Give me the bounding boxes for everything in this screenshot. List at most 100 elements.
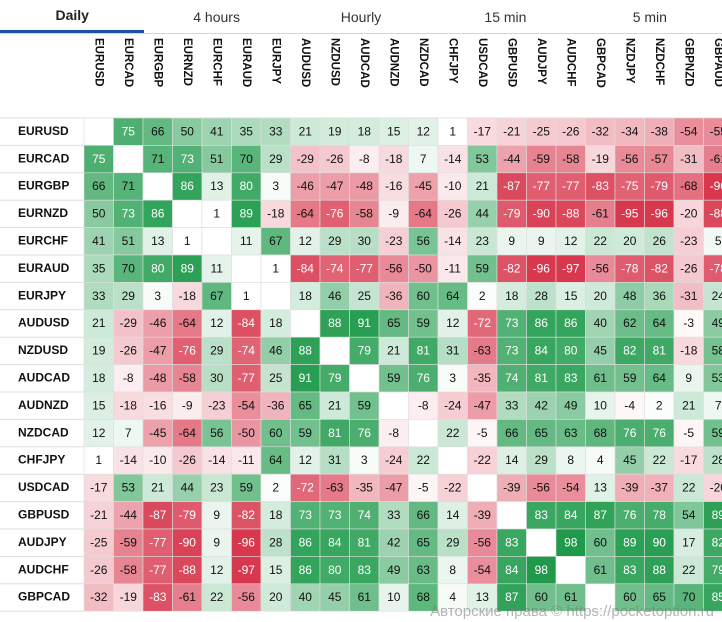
correlation-matrix: EURUSD EURCAD EURGBP EURNZD EURCHF EURAUD EURJ…	[0, 38, 722, 612]
cell-value: 67	[210, 289, 224, 303]
tab-hourly[interactable]: Hourly	[340, 8, 382, 25]
correlation-cell	[437, 309, 468, 338]
cell-value: -54	[474, 563, 492, 577]
cell-value: -82	[238, 508, 256, 522]
row-label: AUDNZD	[18, 398, 69, 412]
correlation-cell	[231, 583, 262, 612]
correlation-cell	[290, 145, 321, 174]
correlation-cell	[644, 556, 675, 585]
cell-value: 7	[715, 398, 722, 412]
cell-value: 68	[594, 426, 608, 440]
cell-value: 61	[594, 371, 608, 385]
correlation-cell	[290, 172, 321, 201]
correlation-cell	[319, 528, 350, 557]
cell-value: -50	[415, 261, 433, 275]
cell-value: 12	[299, 234, 313, 248]
correlation-cell	[231, 199, 262, 228]
correlation-cell	[290, 473, 321, 502]
tab-daily[interactable]: Daily	[0, 0, 145, 33]
cell-value: 25	[269, 371, 283, 385]
correlation-cell	[378, 391, 409, 420]
correlation-cell	[526, 391, 557, 420]
correlation-cell	[614, 254, 645, 283]
cell-value: 87	[594, 508, 608, 522]
cell-value: -18	[179, 289, 197, 303]
correlation-cell	[113, 501, 144, 530]
cell-value: -8	[418, 398, 429, 412]
correlation-cell	[231, 145, 262, 174]
correlation-cell	[201, 364, 232, 393]
correlation-cell	[142, 501, 173, 530]
cell-value: 40	[299, 590, 313, 604]
correlation-cell	[378, 309, 409, 338]
tab-5-min[interactable]: 5 min	[632, 8, 667, 25]
correlation-cell	[113, 583, 144, 612]
cell-value: -47	[474, 398, 492, 412]
correlation-cell	[467, 446, 498, 475]
cell-value: -72	[297, 481, 315, 495]
cell-value: -96	[651, 207, 669, 221]
tab-15-min[interactable]: 15 min	[484, 8, 527, 25]
cell-value: 73	[122, 207, 136, 221]
correlation-cell	[644, 172, 675, 201]
correlation-cell	[496, 419, 527, 448]
correlation-cell	[113, 556, 144, 585]
column-header: NZDCAD	[417, 38, 429, 87]
row-label: EURJPY	[18, 288, 66, 302]
correlation-cell	[113, 282, 144, 311]
cell-value: 60	[594, 535, 608, 549]
cell-value: -25	[533, 124, 551, 138]
cell-value: 44	[181, 481, 195, 495]
correlation-cell	[113, 309, 144, 338]
correlation-cell	[142, 254, 173, 283]
row-label: GBPCAD	[18, 590, 70, 604]
correlation-cell	[408, 419, 439, 448]
column-header: GBPAUD	[712, 38, 722, 87]
cell-value: 33	[387, 508, 401, 522]
cell-value: 83	[358, 563, 372, 577]
cell-value: 61	[594, 563, 608, 577]
cell-value: -64	[415, 207, 433, 221]
cell-value: -76	[179, 344, 197, 358]
correlation-cell	[142, 145, 173, 174]
cell-value: 80	[151, 261, 165, 275]
correlation-cell	[614, 446, 645, 475]
cell-value: -58	[179, 371, 197, 385]
column-header: EURUSD	[93, 38, 105, 87]
correlation-cell	[83, 556, 114, 585]
correlation-cell	[526, 117, 557, 146]
correlation-cell	[467, 199, 498, 228]
cell-value: 76	[653, 426, 667, 440]
cell-value: 85	[712, 590, 722, 604]
cell-value: 60	[535, 590, 549, 604]
cell-value: 13	[210, 179, 224, 193]
cell-value: 10	[594, 398, 608, 412]
cell-value: 14	[505, 453, 519, 467]
cell-value: 74	[358, 508, 372, 522]
table-row: EURGBP 66 71 86 13 80 3 -46 -47 -48 -16 -45 -10 21 -87…	[0, 172, 722, 201]
correlation-cell	[526, 336, 557, 365]
correlation-cell	[673, 583, 704, 612]
cell-value: 81	[358, 535, 372, 549]
cell-value: -14	[120, 453, 138, 467]
tab-4-hours[interactable]: 4 hours	[193, 8, 240, 25]
correlation-cell	[378, 473, 409, 502]
correlation-cell	[555, 364, 586, 393]
column-header: AUDNZD	[388, 38, 400, 87]
cell-value: 9	[213, 508, 220, 522]
cell-value: -61	[179, 590, 197, 604]
cell-value: 46	[269, 344, 283, 358]
correlation-cell	[172, 391, 203, 420]
cell-value: 61	[358, 590, 372, 604]
correlation-cell	[142, 282, 173, 311]
correlation-cell	[437, 473, 468, 502]
correlation-cell	[290, 309, 321, 338]
cell-value: -46	[149, 316, 167, 330]
cell-value: -90	[533, 207, 551, 221]
correlation-cell	[201, 227, 232, 256]
cell-value: -22	[474, 453, 492, 467]
cell-value: 76	[623, 426, 637, 440]
correlation-cell	[555, 391, 586, 420]
cell-value: 41	[210, 124, 224, 138]
cell-value: -19	[120, 590, 138, 604]
